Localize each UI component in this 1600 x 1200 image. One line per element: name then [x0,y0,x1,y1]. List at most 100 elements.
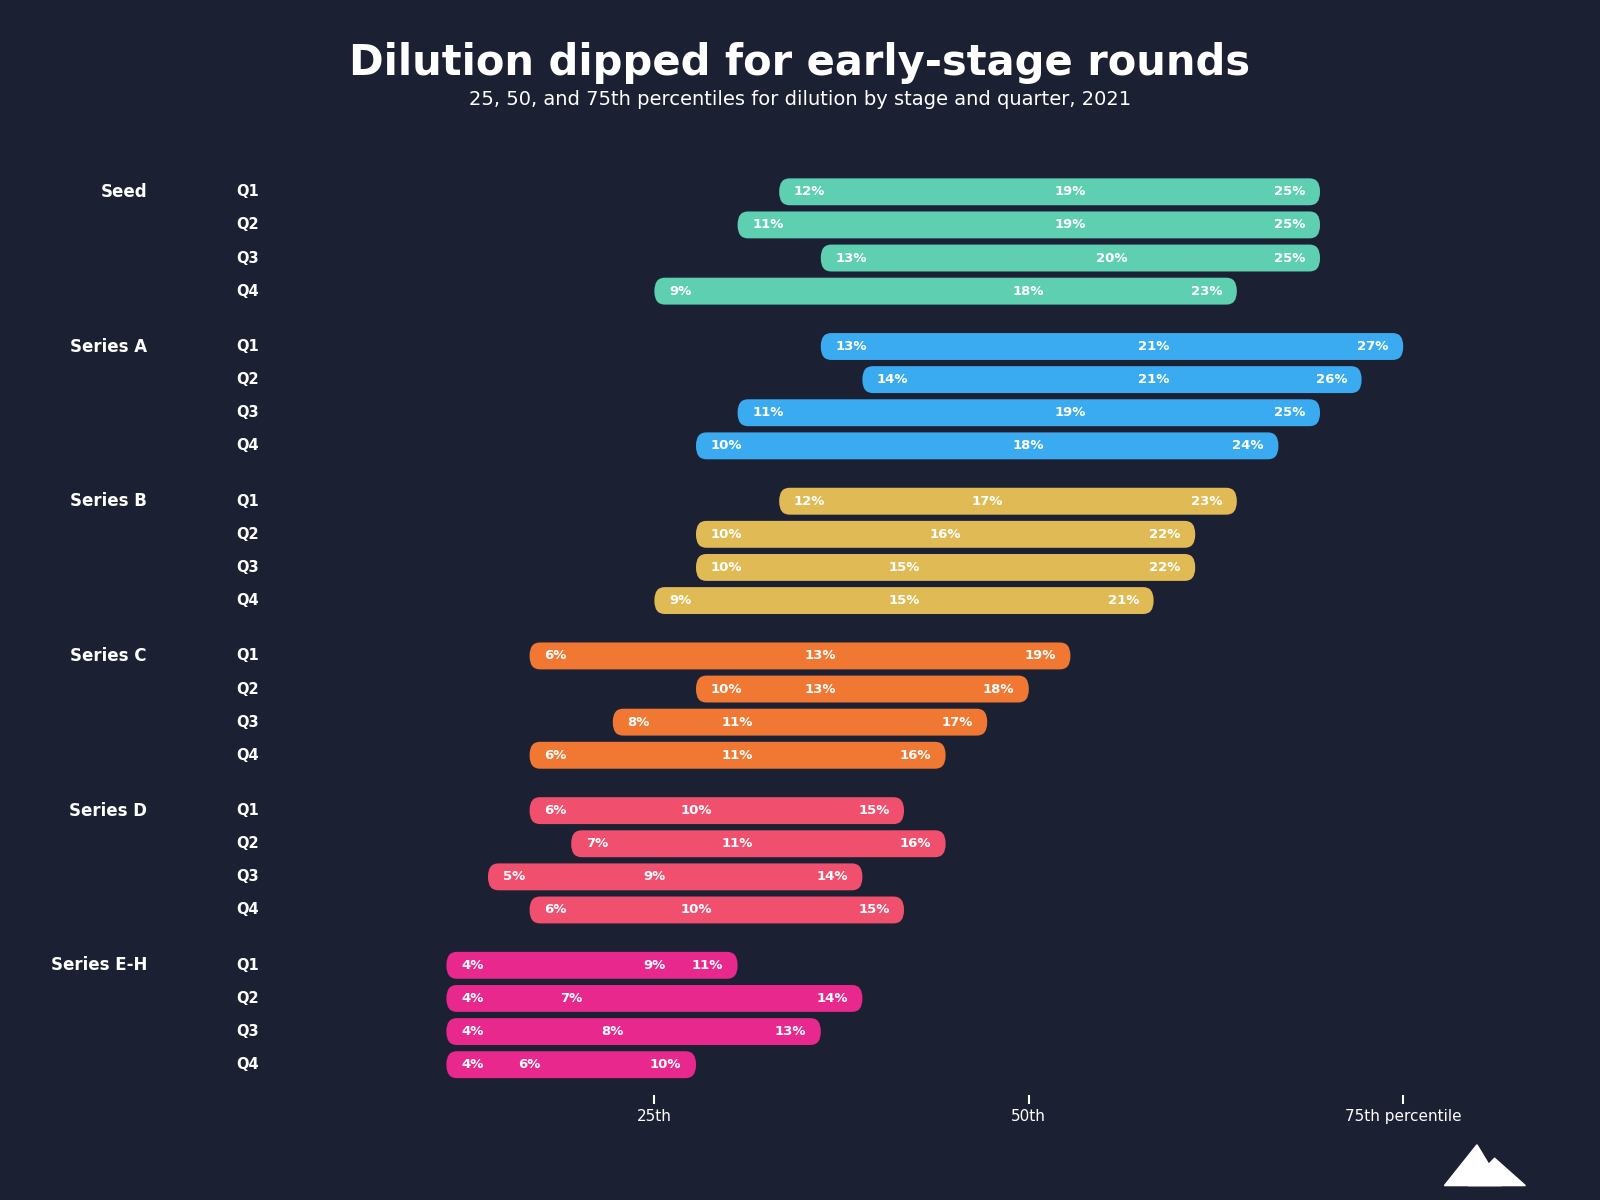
Text: 50th: 50th [1011,1109,1046,1124]
Text: Q1: Q1 [237,958,259,973]
FancyBboxPatch shape [446,1051,696,1078]
Text: 12%: 12% [794,185,826,198]
FancyBboxPatch shape [654,277,1237,305]
Text: 5%: 5% [502,870,525,883]
FancyBboxPatch shape [530,742,946,769]
FancyBboxPatch shape [779,179,1320,205]
FancyBboxPatch shape [530,642,1070,670]
Text: Q1: Q1 [237,185,259,199]
Text: 25th: 25th [637,1109,672,1124]
Text: Q1: Q1 [237,648,259,664]
Text: 10%: 10% [710,528,742,541]
Text: 19%: 19% [1054,185,1086,198]
Text: 14%: 14% [816,992,848,1004]
Text: Q3: Q3 [237,715,259,730]
Text: Q2: Q2 [237,372,259,388]
Text: 15%: 15% [888,594,920,607]
Text: 15%: 15% [858,804,890,817]
Text: 13%: 13% [835,252,867,264]
Text: 6%: 6% [518,1058,541,1072]
Polygon shape [1445,1145,1501,1186]
Text: 23%: 23% [1190,494,1222,508]
Text: 14%: 14% [816,870,848,883]
Text: 13%: 13% [774,1025,806,1038]
Text: Q4: Q4 [237,902,259,918]
Text: 21%: 21% [1138,340,1170,353]
Text: 13%: 13% [835,340,867,353]
Text: Series C: Series C [70,647,147,665]
Text: 16%: 16% [899,749,931,762]
Text: 20%: 20% [1096,252,1128,264]
Text: 4%: 4% [461,1058,483,1072]
Text: 21%: 21% [1107,594,1139,607]
Text: 8%: 8% [602,1025,624,1038]
FancyBboxPatch shape [696,554,1195,581]
Text: 4%: 4% [461,959,483,972]
Text: Q4: Q4 [237,593,259,608]
Text: 16%: 16% [930,528,962,541]
Text: 10%: 10% [710,439,742,452]
Text: 10%: 10% [710,560,742,574]
Text: Q1: Q1 [237,340,259,354]
Text: 9%: 9% [643,870,666,883]
FancyBboxPatch shape [530,896,904,924]
FancyBboxPatch shape [738,211,1320,239]
Text: Q4: Q4 [237,1057,259,1072]
Text: 11%: 11% [722,715,754,728]
FancyBboxPatch shape [488,864,862,890]
Text: 18%: 18% [1013,284,1045,298]
Text: 75th percentile: 75th percentile [1346,1109,1461,1124]
Text: 4%: 4% [461,1025,483,1038]
Text: 7%: 7% [560,992,582,1004]
Text: Series D: Series D [69,802,147,820]
FancyBboxPatch shape [530,797,904,824]
Text: 11%: 11% [752,407,784,419]
Text: 18%: 18% [982,683,1014,696]
Text: Q3: Q3 [237,869,259,884]
Text: 14%: 14% [877,373,909,386]
Text: 24%: 24% [1232,439,1264,452]
Text: Q1: Q1 [237,803,259,818]
Text: 4%: 4% [461,992,483,1004]
Text: 17%: 17% [941,715,973,728]
Text: Q3: Q3 [237,251,259,265]
FancyBboxPatch shape [571,830,946,857]
Text: 6%: 6% [544,804,566,817]
Text: 9%: 9% [669,284,691,298]
Text: 25%: 25% [1274,185,1306,198]
Text: Q4: Q4 [237,438,259,454]
Text: Series E-H: Series E-H [51,956,147,974]
FancyBboxPatch shape [696,676,1029,702]
Text: Dilution dipped for early-stage rounds: Dilution dipped for early-stage rounds [349,42,1251,84]
Text: Q3: Q3 [237,560,259,575]
FancyBboxPatch shape [613,709,987,736]
Text: 13%: 13% [805,649,837,662]
Text: 10%: 10% [680,804,712,817]
Text: 9%: 9% [669,594,691,607]
FancyBboxPatch shape [821,245,1320,271]
Text: Q2: Q2 [237,682,259,696]
Text: Q2: Q2 [237,217,259,233]
Text: 6%: 6% [544,649,566,662]
Text: 21%: 21% [1138,373,1170,386]
Text: 11%: 11% [722,838,754,851]
Text: 15%: 15% [858,904,890,917]
FancyBboxPatch shape [446,1018,821,1045]
Text: 10%: 10% [710,683,742,696]
Text: 11%: 11% [722,749,754,762]
Text: 16%: 16% [899,838,931,851]
Text: 12%: 12% [794,494,826,508]
FancyBboxPatch shape [654,587,1154,614]
FancyBboxPatch shape [696,432,1278,460]
Text: Q3: Q3 [237,1024,259,1039]
Text: 25, 50, and 75th percentiles for dilution by stage and quarter, 2021: 25, 50, and 75th percentiles for dilutio… [469,90,1131,109]
Text: 6%: 6% [544,749,566,762]
Text: 10%: 10% [650,1058,682,1072]
Text: 25%: 25% [1274,407,1306,419]
Text: 7%: 7% [586,838,608,851]
Text: 25%: 25% [1274,252,1306,264]
FancyBboxPatch shape [738,400,1320,426]
Text: 9%: 9% [643,959,666,972]
Polygon shape [1469,1158,1525,1186]
Text: 19%: 19% [1054,407,1086,419]
